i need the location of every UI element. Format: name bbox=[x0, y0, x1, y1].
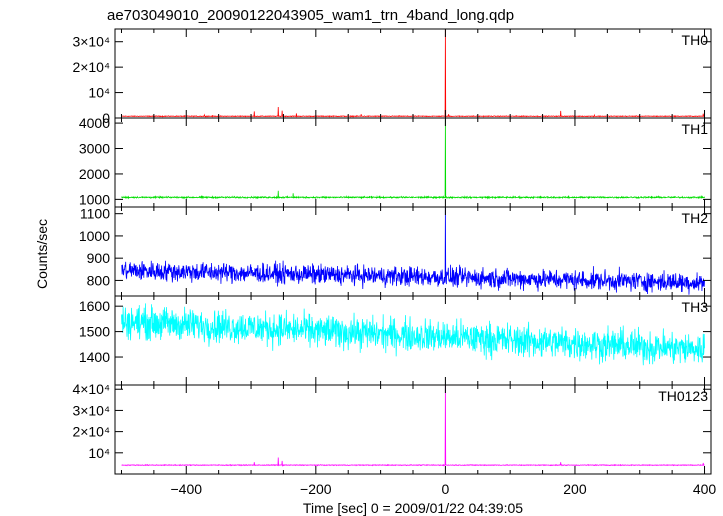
y-tick-label: 2×10⁴ bbox=[72, 59, 110, 75]
y-tick-label: 900 bbox=[87, 250, 111, 266]
x-tick-label: −200 bbox=[300, 481, 332, 497]
x-tick-label: 0 bbox=[441, 481, 449, 497]
y-tick-label: 1000 bbox=[79, 191, 110, 207]
y-axis-label: Counts/sec bbox=[34, 219, 50, 289]
y-tick-label: 1400 bbox=[79, 349, 110, 365]
panel-label: TH3 bbox=[682, 299, 709, 315]
panel-th0: 0 10⁴ 2×10⁴ 3×10⁴ TH0 bbox=[72, 28, 712, 126]
x-axis-label: Time [sec] 0 = 2009/01/22 04:39:05 bbox=[303, 500, 523, 516]
panels-group: 0 10⁴ 2×10⁴ 3×10⁴ TH0 1000 2000 3000 4000 TH1 800 9… bbox=[72, 28, 712, 475]
y-tick-label: 1100 bbox=[80, 206, 110, 222]
y-tick-label: 4×10⁴ bbox=[72, 381, 110, 397]
y-tick-label: 2×10⁴ bbox=[72, 424, 110, 440]
panel-label: TH1 bbox=[682, 121, 709, 137]
series-line-th3 bbox=[121, 303, 705, 366]
y-tick-label: 800 bbox=[87, 272, 111, 288]
panel-th2: 800 900 1000 1100 TH2 bbox=[79, 206, 712, 297]
panel-frame bbox=[114, 384, 712, 475]
y-tick-label: 1500 bbox=[79, 324, 110, 340]
y-tick-label: 1600 bbox=[79, 298, 110, 314]
series-line-th0 bbox=[121, 29, 705, 118]
x-tick-label: 400 bbox=[693, 481, 717, 497]
x-tick-label: 200 bbox=[563, 481, 587, 497]
y-tick-label: 2000 bbox=[79, 166, 110, 182]
panel-label: TH0123 bbox=[658, 388, 708, 404]
series-line-th0123 bbox=[121, 385, 705, 467]
panel-th3: 1400 1500 1600 TH3 bbox=[79, 295, 712, 386]
y-tick-label: 10⁴ bbox=[88, 445, 110, 461]
panel-label: TH0 bbox=[682, 32, 709, 48]
series-line-th1 bbox=[121, 118, 705, 200]
panel-frame bbox=[114, 28, 712, 119]
y-tick-label: 3×10⁴ bbox=[72, 34, 110, 50]
y-tick-label: 4000 bbox=[79, 115, 110, 131]
x-tick-label: −400 bbox=[170, 481, 202, 497]
y-tick-label: 3000 bbox=[79, 141, 110, 157]
panel-th1: 1000 2000 3000 4000 TH1 bbox=[79, 115, 712, 208]
y-tick-label: 1000 bbox=[79, 228, 110, 244]
panel-th0123: 10⁴ 2×10⁴ 3×10⁴ 4×10⁴ TH0123 bbox=[72, 381, 712, 475]
y-tick-label: 3×10⁴ bbox=[72, 402, 110, 418]
y-tick-label: 10⁴ bbox=[88, 85, 110, 101]
y-tick-label: 0 bbox=[102, 110, 110, 126]
panel-label: TH2 bbox=[682, 210, 709, 226]
series-line-th2 bbox=[121, 207, 705, 295]
panel-frame bbox=[114, 206, 712, 297]
x-axis: −400 −200 0 200 400 bbox=[170, 481, 716, 497]
chart-title: ae703049010_20090122043905_wam1_trn_4ban… bbox=[107, 7, 514, 24]
panel-frame bbox=[114, 117, 712, 208]
